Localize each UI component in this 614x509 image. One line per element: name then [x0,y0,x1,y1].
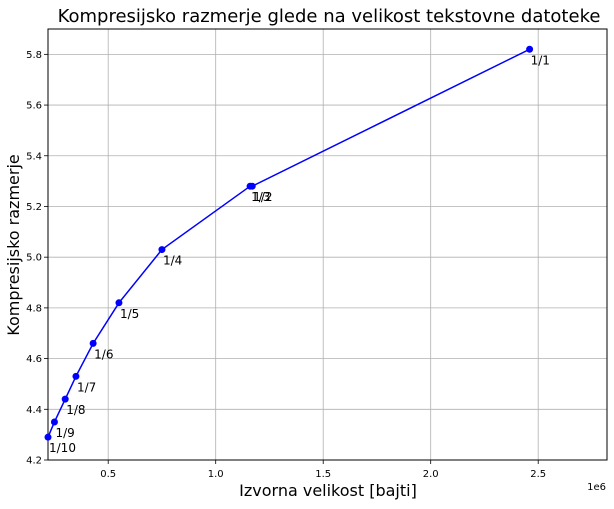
y-tick-label-0: 4.2 [26,456,42,467]
x-tick-label-2: 1.5 [315,469,331,480]
chart-title: Kompresijsko razmerje glede na velikost … [58,6,601,27]
data-point-5 [115,299,123,307]
data-label-8: 1/2 [253,190,272,204]
x-tick-label-0: 0.5 [100,469,116,480]
data-label-4: 1/6 [94,347,113,361]
data-label-2: 1/8 [66,403,85,417]
x-tick-label-3: 2.0 [423,469,439,480]
y-tick-label-4: 5.0 [26,253,42,264]
data-label-6: 1/4 [163,254,182,268]
y-tick-label-3: 4.8 [26,303,42,314]
x-tick-label-4: 2.5 [530,469,546,480]
data-point-4 [89,339,97,347]
data-label-9: 1/1 [531,53,550,67]
data-label-5: 1/5 [120,307,139,321]
data-label-0: 1/10 [49,441,76,455]
y-tick-label-8: 5.8 [26,50,42,61]
data-point-6 [158,246,166,254]
y-axis-label: Kompresijsko razmerje [4,154,23,336]
data-point-2 [61,395,69,403]
y-tick-label-2: 4.6 [26,354,42,365]
data-point-9 [526,45,534,53]
data-point-1 [50,418,58,426]
data-point-8 [248,182,256,190]
y-tick-label-7: 5.6 [26,101,42,112]
plot-area: 0.5 1.0 1.5 2.0 2.5 4.2 4.4 4.6 4.8 5.0 5.2 5.4 5.6 5… [26,28,608,480]
data-label-3: 1/7 [77,380,96,394]
data-point-3 [72,372,80,380]
x-tick-label-1: 1.0 [208,469,224,480]
y-tick-label-1: 4.4 [26,405,42,416]
x-axis-offset-label: 1e6 [587,482,606,493]
data-point-0 [44,433,52,441]
data-label-7: 1/3 [251,190,270,204]
plot-frame [47,28,608,461]
y-tick-label-6: 5.4 [26,151,42,162]
y-tick-label-5: 5.2 [26,202,42,213]
data-label-1: 1/9 [55,426,74,440]
x-axis-label: Izvorna velikost [bajti] [239,481,417,500]
